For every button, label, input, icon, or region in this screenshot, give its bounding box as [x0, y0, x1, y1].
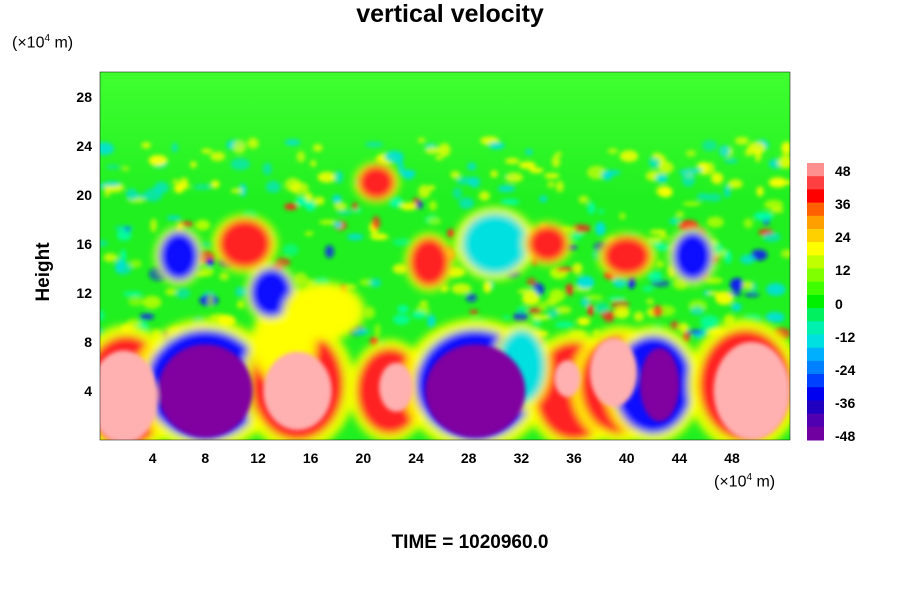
- colorbar-segment: [807, 413, 824, 428]
- colorbar-segment: [807, 215, 824, 230]
- colorbar-segment: [807, 334, 824, 349]
- y-tick-label: 16: [76, 235, 92, 252]
- x-tick-label: 4: [148, 450, 157, 466]
- colorbar-segment: [807, 163, 824, 177]
- x-tick-label: 24: [408, 450, 424, 466]
- colorbar-segment: [807, 268, 824, 283]
- y-tick-label: 24: [76, 137, 92, 154]
- colorbar-segment: [807, 242, 824, 256]
- colorbar-tick-label: 48: [835, 163, 851, 179]
- y-tick-label: 20: [76, 186, 92, 203]
- x-tick-label: 20: [355, 450, 372, 466]
- colorbar-segment: [807, 321, 824, 335]
- colorbar-segment: [807, 374, 824, 388]
- colorbar-segment: [807, 202, 824, 217]
- y-tick-label: 4: [84, 382, 92, 399]
- heatmap-field: [100, 72, 790, 440]
- colorbar-tick-label: -24: [835, 361, 856, 378]
- chart-title: vertical velocity: [356, 0, 544, 28]
- colorbar-tick-label: 36: [835, 196, 851, 213]
- colorbar: [807, 163, 824, 441]
- x-axis-unit: (×104 m): [714, 472, 776, 491]
- colorbar-segment: [807, 308, 824, 322]
- colorbar-tick-label: -48: [835, 428, 856, 444]
- field-cores: [100, 338, 790, 440]
- x-tick-label: 32: [513, 450, 530, 466]
- colorbar-segment: [807, 281, 824, 296]
- y-axis-unit: (×104 m): [12, 33, 74, 52]
- colorbar-tick-label: -36: [835, 394, 856, 411]
- colorbar-segment: [807, 360, 824, 375]
- colorbar-segment: [807, 347, 824, 362]
- colorbar-tick-label: 0: [835, 295, 843, 312]
- y-tick-label: 12: [76, 284, 92, 301]
- colorbar-segment: [807, 255, 824, 270]
- x-tick-label: 44: [671, 450, 688, 466]
- time-label: TIME = 1020960.0: [391, 532, 549, 553]
- x-tick-label: 40: [618, 450, 635, 466]
- colorbar-segment: [807, 228, 824, 243]
- colorbar-segment: [807, 189, 824, 204]
- x-tick-label: 12: [250, 450, 266, 466]
- colorbar-segment: [807, 387, 824, 401]
- x-tick-label: 48: [724, 450, 740, 466]
- colorbar-tick-label: 12: [835, 262, 851, 279]
- x-tick-label: 8: [201, 450, 210, 466]
- x-tick-label: 16: [302, 450, 319, 466]
- y-tick-label: 28: [76, 88, 92, 105]
- colorbar-segment: [807, 176, 824, 190]
- colorbar-segment: [807, 426, 824, 441]
- plot-frame: [99, 71, 791, 441]
- y-tick-label: 8: [84, 333, 92, 350]
- x-tick-label: 36: [566, 450, 582, 466]
- colorbar-segment: [807, 294, 824, 309]
- colorbar-tick-label: -12: [835, 328, 856, 345]
- x-tick-label: 28: [460, 450, 477, 466]
- colorbar-segment: [807, 400, 824, 415]
- colorbar-tick-label: 24: [835, 229, 851, 246]
